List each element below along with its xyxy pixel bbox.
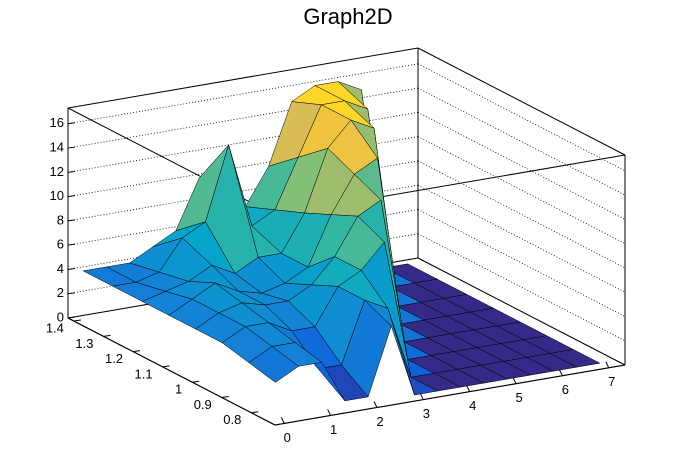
- x-tick: [327, 409, 332, 416]
- chart-title: Graph2D: [303, 4, 392, 29]
- z-tick: [67, 122, 76, 125]
- x-tick: [605, 361, 610, 369]
- z-tick-label: 16: [50, 115, 64, 130]
- x-tick: [419, 393, 424, 400]
- x-tick-label: 5: [515, 390, 522, 405]
- x-tick-label: 6: [562, 382, 569, 397]
- y-tick-label: 1: [175, 382, 182, 397]
- x-tick-label: 3: [423, 406, 430, 421]
- surface-cell: [248, 346, 299, 383]
- z-tick: [67, 292, 76, 295]
- x-tick-label: 2: [376, 414, 383, 429]
- grid-line: [67, 136, 419, 198]
- grid-line: [67, 87, 419, 149]
- y-tick: [251, 411, 259, 414]
- grid-line: [67, 160, 419, 222]
- x-tick: [466, 385, 471, 392]
- z-tick: [67, 146, 76, 149]
- z-tick: [67, 195, 76, 198]
- z-tick-label: 8: [57, 212, 64, 227]
- z-tick-label: 2: [57, 285, 64, 300]
- z-tick: [67, 267, 76, 270]
- z-tick: [67, 316, 76, 319]
- y-tick-label: 0.9: [194, 397, 212, 412]
- x-tick: [373, 401, 378, 408]
- y-tick-label: 1.3: [75, 336, 93, 351]
- box-edge: [417, 257, 626, 366]
- x-tick-label: 0: [284, 430, 291, 445]
- z-tick: [67, 170, 76, 173]
- z-tick-label: 6: [57, 237, 64, 252]
- grid-line: [67, 111, 419, 173]
- y-tick-label: 1.4: [46, 320, 64, 335]
- y-axis: [67, 317, 276, 426]
- box-edge: [417, 47, 626, 156]
- z-tick-label: 0: [57, 309, 64, 324]
- z-tick-label: 14: [50, 139, 64, 154]
- x-axis: [274, 364, 626, 426]
- y-tick: [162, 365, 170, 368]
- y-tick: [221, 395, 229, 398]
- y-tick-label: 1.1: [135, 366, 153, 381]
- y-tick-label: 1.2: [105, 351, 123, 366]
- x-tick: [558, 369, 563, 376]
- x-tick: [512, 377, 517, 384]
- y-tick: [73, 319, 81, 322]
- x-tick-label: 4: [469, 398, 476, 413]
- x-tick-label: 1: [330, 422, 337, 437]
- z-tick-label: 4: [57, 261, 64, 276]
- z-tick: [67, 243, 76, 246]
- z-tick: [67, 219, 76, 222]
- x-tick: [280, 417, 285, 424]
- y-tick: [103, 334, 111, 337]
- z-tick-label: 10: [50, 188, 64, 203]
- z-tick-label: 12: [50, 164, 64, 179]
- y-tick-label: 0.8: [223, 412, 241, 427]
- box-edge: [67, 47, 419, 109]
- x-tick-label: 7: [608, 374, 615, 389]
- grid-line: [67, 63, 419, 125]
- y-tick: [192, 380, 200, 383]
- y-tick: [132, 350, 141, 353]
